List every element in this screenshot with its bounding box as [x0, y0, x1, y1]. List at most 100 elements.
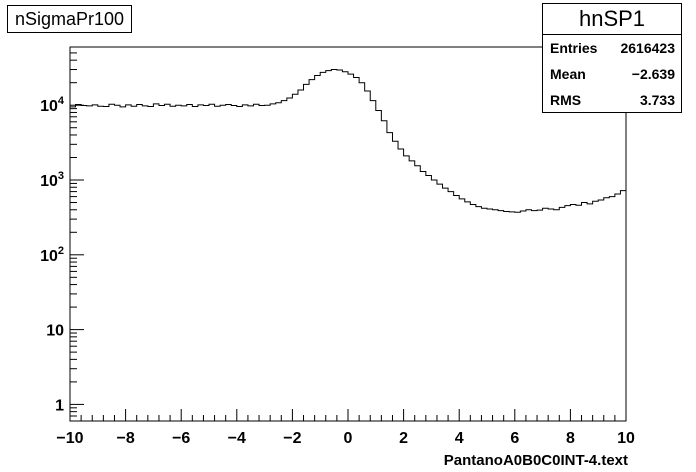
histogram-bin [281, 101, 287, 421]
y-tick-label: 103 [40, 170, 64, 190]
x-tick-label: 4 [455, 430, 464, 447]
stats-box: hnSP1 Entries 2616423 Mean −2.639 RMS 3.… [542, 3, 682, 113]
histogram-bin [215, 106, 221, 421]
histogram-bin [509, 212, 515, 421]
histogram-bin [365, 91, 371, 421]
histogram-bin [465, 202, 471, 421]
histogram-bin [237, 107, 243, 421]
x-tick-label: 10 [617, 430, 635, 447]
stats-value: −2.639 [631, 66, 675, 82]
histogram-bin [70, 107, 76, 421]
histogram-bin [126, 105, 132, 421]
histogram-bin [493, 210, 499, 421]
histogram-bin [114, 105, 120, 421]
histogram-bin [426, 175, 432, 421]
histogram-bin [209, 104, 215, 421]
histogram-bin [354, 77, 360, 421]
histogram-bin [615, 194, 621, 421]
histogram-bin [220, 105, 226, 421]
histogram-bin [587, 204, 593, 421]
histogram-bin [270, 104, 276, 421]
histogram-bin [87, 106, 93, 421]
x-tick-label: 6 [510, 430, 519, 447]
histogram-bin [331, 70, 337, 421]
y-tick-label: 1 [55, 397, 64, 414]
histogram-bin [420, 171, 426, 421]
histogram-bin [515, 212, 521, 421]
histogram-bin [242, 105, 248, 421]
histogram-bin [165, 104, 171, 421]
stats-value: 3.733 [639, 92, 675, 108]
histogram-bin [504, 211, 510, 421]
histogram-bin [342, 72, 348, 421]
histogram-bin [298, 90, 304, 421]
histogram-bin [487, 209, 493, 421]
histogram-bin [259, 106, 265, 421]
histogram-bin [476, 207, 482, 421]
x-tick-label: −8 [116, 430, 134, 447]
histogram-bin [520, 211, 526, 421]
x-tick-label: −4 [228, 430, 246, 447]
histogram-bin [348, 74, 354, 421]
histogram-bin [409, 161, 415, 421]
histogram-bin [292, 94, 298, 421]
histogram-bin [109, 104, 115, 421]
histogram-bin [437, 184, 443, 421]
histogram-bin [381, 121, 387, 421]
x-tick-label: 8 [566, 430, 575, 447]
histogram-bin [192, 107, 198, 421]
histogram-bin [570, 205, 576, 421]
y-tick-label: 10 [46, 323, 64, 340]
histogram-bin [443, 188, 449, 421]
histogram-bin [170, 106, 176, 421]
histogram-bin [265, 105, 271, 421]
histogram-bin [203, 106, 209, 421]
histogram-bin [187, 105, 193, 421]
histogram-bin [309, 80, 315, 421]
histogram-bin [481, 208, 487, 421]
stats-row-mean: Mean −2.639 [543, 61, 681, 87]
histogram-bin [531, 211, 537, 421]
x-tick-label: 2 [399, 430, 408, 447]
histogram-bin [148, 107, 154, 421]
histogram-bin [537, 210, 543, 421]
histogram-bin [526, 210, 532, 421]
histogram-bin [253, 104, 259, 421]
histogram-bin [198, 105, 204, 421]
histogram-bin [142, 106, 148, 421]
histogram-bin [609, 197, 615, 421]
x-tick-label: −2 [283, 430, 301, 447]
histogram-bin [248, 106, 254, 421]
histogram-bin [376, 110, 382, 421]
histogram-bin [604, 198, 610, 421]
histogram-bin [159, 106, 165, 421]
histogram-bin [593, 201, 599, 421]
histogram-bin [454, 196, 460, 421]
histogram-bin [554, 210, 560, 421]
histogram-bin [459, 199, 465, 421]
histogram-bin [276, 103, 282, 421]
histogram-bin [582, 203, 588, 421]
x-tick-label: −10 [56, 430, 83, 447]
histogram-bin [415, 166, 421, 421]
page-title: nSigmaPr100 [7, 5, 133, 33]
histogram-bin [153, 104, 159, 421]
histogram-bin [404, 156, 410, 421]
histogram-bin [103, 107, 109, 421]
histogram-bin [131, 106, 137, 421]
stats-label: RMS [550, 92, 582, 108]
histogram-bin [543, 208, 549, 421]
histogram-bin [448, 192, 454, 421]
stats-value: 2616423 [620, 40, 675, 56]
histogram-bin [92, 105, 98, 421]
histogram-bin [137, 105, 143, 421]
histogram-bin [620, 191, 626, 421]
histogram-bin [176, 105, 182, 421]
x-tick-label: 0 [344, 430, 353, 447]
histogram-bin [598, 200, 604, 421]
histogram-bin [226, 105, 232, 421]
stats-label: Mean [550, 66, 586, 82]
y-tick-label: 102 [40, 245, 64, 265]
stats-label: Entries [550, 40, 598, 56]
stats-title: hnSP1 [543, 4, 681, 35]
